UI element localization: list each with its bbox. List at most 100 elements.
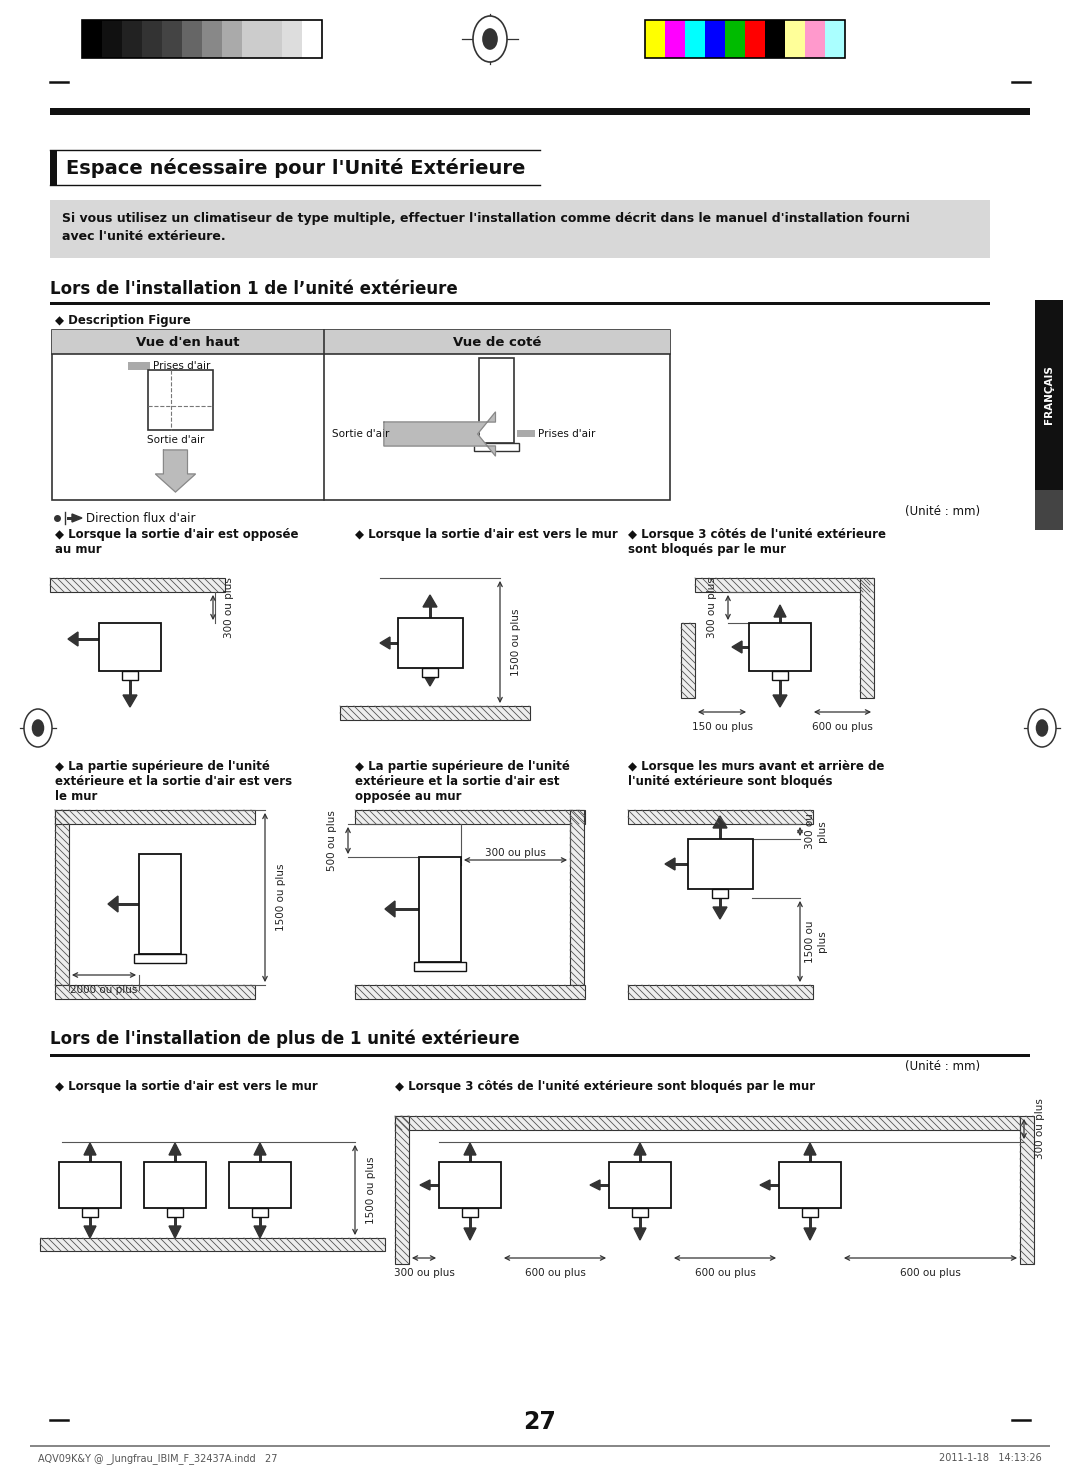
- Text: Sortie d'air: Sortie d'air: [147, 435, 204, 444]
- Bar: [122, 672, 138, 680]
- Ellipse shape: [24, 708, 52, 747]
- Polygon shape: [590, 1179, 600, 1190]
- Ellipse shape: [483, 30, 497, 49]
- Text: ◆ Lorsque la sortie d'air est opposée
au mur: ◆ Lorsque la sortie d'air est opposée au…: [55, 528, 298, 556]
- Bar: [40, 1238, 384, 1252]
- Bar: [681, 623, 696, 698]
- Bar: [258, 1156, 261, 1162]
- Text: 27: 27: [524, 1410, 556, 1435]
- Bar: [422, 669, 438, 677]
- Polygon shape: [804, 1142, 816, 1156]
- Text: ◆ Lorsque 3 côtés de l'unité extérieure
sont bloqués par le mur: ◆ Lorsque 3 côtés de l'unité extérieure …: [627, 528, 886, 556]
- Polygon shape: [108, 896, 118, 912]
- Bar: [340, 706, 530, 720]
- Polygon shape: [423, 675, 437, 686]
- Text: 150 ou plus: 150 ou plus: [691, 722, 753, 732]
- Bar: [570, 810, 584, 984]
- Bar: [82, 21, 322, 58]
- Bar: [1020, 1116, 1034, 1263]
- Bar: [50, 151, 57, 184]
- Bar: [52, 331, 670, 500]
- Polygon shape: [168, 1142, 181, 1156]
- Bar: [148, 370, 213, 430]
- Bar: [122, 21, 141, 58]
- Bar: [262, 21, 282, 58]
- Text: 300 ou plus: 300 ou plus: [224, 577, 234, 638]
- Bar: [632, 1207, 648, 1218]
- Bar: [72, 1184, 85, 1187]
- Text: ◆ Description Figure: ◆ Description Figure: [55, 314, 191, 328]
- Polygon shape: [634, 1142, 646, 1156]
- Text: ◆ Lorsque 3 côtés de l'unité extérieure sont bloqués par le mur: ◆ Lorsque 3 côtés de l'unité extérieure …: [395, 1080, 815, 1094]
- Bar: [469, 1207, 472, 1228]
- Polygon shape: [384, 900, 395, 917]
- Bar: [30, 1445, 1050, 1446]
- Ellipse shape: [473, 16, 507, 62]
- Bar: [67, 517, 72, 520]
- Polygon shape: [464, 1228, 476, 1240]
- Bar: [50, 1054, 1030, 1057]
- Polygon shape: [423, 595, 437, 607]
- Polygon shape: [773, 695, 787, 707]
- Bar: [134, 953, 186, 962]
- Polygon shape: [254, 1142, 266, 1156]
- Bar: [395, 1116, 409, 1263]
- Bar: [772, 672, 788, 680]
- Bar: [395, 908, 419, 911]
- Bar: [50, 303, 990, 304]
- Text: ◆ Lorsque la sortie d'air est vers le mur: ◆ Lorsque la sortie d'air est vers le mu…: [55, 1080, 318, 1094]
- Bar: [712, 889, 728, 897]
- Polygon shape: [68, 632, 78, 646]
- Polygon shape: [72, 514, 82, 523]
- Bar: [429, 607, 432, 618]
- Text: FRANÇAIS: FRANÇAIS: [1044, 366, 1054, 425]
- Bar: [696, 579, 870, 592]
- Bar: [99, 623, 161, 672]
- Bar: [462, 1207, 478, 1218]
- Bar: [50, 201, 990, 258]
- Bar: [141, 21, 162, 58]
- Text: AQV09K&Y @ _Jungfrau_IBIM_F_32437A.indd   27: AQV09K&Y @ _Jungfrau_IBIM_F_32437A.indd …: [38, 1452, 278, 1464]
- Text: ◆ Lorsque les murs avant et arrière de
l'unité extérieure sont bloqués: ◆ Lorsque les murs avant et arrière de l…: [627, 760, 885, 788]
- Bar: [517, 430, 536, 437]
- Text: 600 ou plus: 600 ou plus: [694, 1268, 755, 1278]
- Text: 1500 ou plus: 1500 ou plus: [276, 863, 286, 931]
- Text: 2000 ou plus: 2000 ou plus: [70, 984, 137, 995]
- Bar: [52, 331, 324, 354]
- Polygon shape: [84, 1142, 96, 1156]
- Bar: [102, 21, 122, 58]
- Bar: [414, 961, 465, 971]
- Bar: [770, 1184, 779, 1187]
- Bar: [438, 1162, 501, 1207]
- Bar: [750, 623, 811, 672]
- Bar: [55, 810, 255, 824]
- Text: 300 ou
plus: 300 ou plus: [806, 813, 827, 849]
- Ellipse shape: [1028, 708, 1056, 747]
- Bar: [705, 21, 725, 58]
- Bar: [1035, 300, 1063, 490]
- Ellipse shape: [32, 720, 43, 737]
- Bar: [665, 21, 685, 58]
- Text: Si vous utilisez un climatiseur de type multiple, effectuer l'installation comme: Si vous utilisez un climatiseur de type …: [62, 213, 909, 244]
- Text: Espace nécessaire pour l'Unité Extérieure: Espace nécessaire pour l'Unité Extérieur…: [66, 158, 525, 179]
- Bar: [645, 21, 845, 58]
- Polygon shape: [123, 695, 137, 707]
- Text: 500 ou plus: 500 ou plus: [327, 810, 337, 871]
- Bar: [809, 1156, 811, 1162]
- Bar: [183, 21, 202, 58]
- Polygon shape: [62, 1179, 72, 1191]
- Bar: [474, 443, 519, 452]
- Bar: [252, 1207, 268, 1218]
- Text: 600 ou plus: 600 ou plus: [525, 1268, 585, 1278]
- Text: (Unité : mm): (Unité : mm): [905, 1060, 980, 1073]
- Bar: [609, 1162, 671, 1207]
- Text: 600 ou plus: 600 ou plus: [812, 722, 873, 732]
- Bar: [430, 1184, 438, 1187]
- Bar: [685, 21, 705, 58]
- Text: 300 ou plus: 300 ou plus: [1035, 1098, 1045, 1160]
- Bar: [429, 669, 432, 675]
- Bar: [390, 642, 399, 645]
- Bar: [469, 1156, 472, 1162]
- Bar: [202, 21, 222, 58]
- Bar: [242, 21, 262, 58]
